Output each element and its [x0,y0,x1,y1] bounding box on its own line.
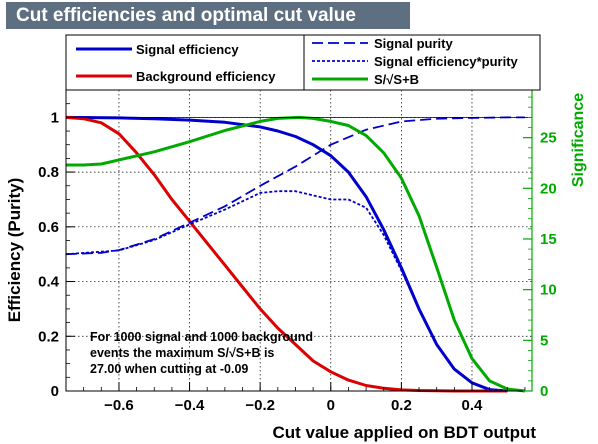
legend-label-4: S/√S+B [374,72,419,87]
legend-box-left [65,34,305,91]
y2-tick-label: 15 [540,231,557,248]
legend-label-3: Signal efficiency*purity [374,54,519,69]
y2-tick-label: 25 [540,130,557,147]
x-tick-label: 0 [327,397,335,414]
legend-label-0: Signal efficiency [136,42,239,57]
legend-box-right [303,34,541,91]
plot-area [66,90,532,391]
annotation-line-2: 27.00 when cutting at -0.09 [90,362,248,376]
annotation-line-1: events the maximum S/√S+B is [90,346,274,360]
series-line-2 [65,116,525,256]
y-tick-label: 1 [51,109,59,126]
legend-label-2: Signal purity [374,36,454,51]
y2-axis-title: Significance [570,93,587,187]
x-tick-label: −0.6 [104,397,134,414]
x-tick-label: 0.4 [462,397,484,414]
annotation-line-0: For 1000 signal and 1000 background [90,330,313,344]
x-tick-label: −0.4 [175,397,205,414]
y-tick-label: 0.2 [38,328,59,345]
legend-label-1: Background efficiency [136,69,276,84]
series-line-4 [66,115,526,393]
series-line-3 [65,190,508,392]
series-line-0 [65,115,508,393]
y2-tick-label: 20 [540,180,557,197]
y-tick-label: 0.8 [38,164,59,181]
y-axis-title: Efficiency (Purity) [5,178,24,323]
x-axis-title: Cut value applied on BDT output [273,423,537,442]
y-tick-label: 0.4 [38,274,60,291]
x-tick-label: 0.2 [391,397,412,414]
y-tick-label: 0 [51,383,59,400]
x-tick-label: −0.2 [245,397,275,414]
y2-tick-label: 0 [540,383,548,400]
y2-tick-label: 5 [540,332,548,349]
y2-tick-label: 10 [540,282,557,299]
chart-title: Cut efficiencies and optimal cut value [6,2,410,29]
y-tick-label: 0.6 [38,219,59,236]
